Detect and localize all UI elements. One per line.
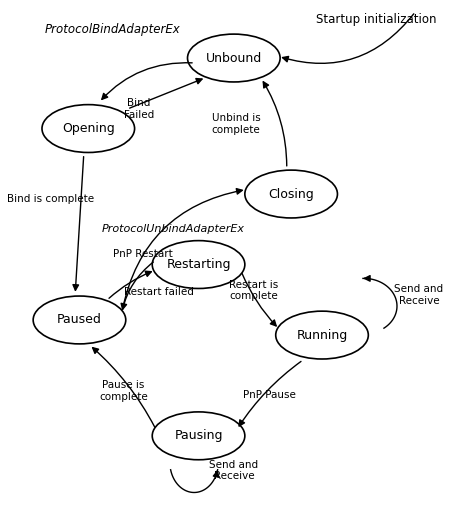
Text: Startup initialization: Startup initialization xyxy=(316,13,436,26)
Text: Restart is
complete: Restart is complete xyxy=(229,280,278,301)
Text: Send and
Receive: Send and Receive xyxy=(209,460,258,481)
Ellipse shape xyxy=(152,412,245,460)
Text: Pausing: Pausing xyxy=(174,429,223,443)
Ellipse shape xyxy=(276,311,369,359)
Text: Bind is complete: Bind is complete xyxy=(7,194,94,204)
Text: Unbind is
complete: Unbind is complete xyxy=(212,114,261,135)
Text: Bind
Failed: Bind Failed xyxy=(124,98,154,120)
Text: ProtocolUnbindAdapterEx: ProtocolUnbindAdapterEx xyxy=(102,224,244,234)
Text: Restarting: Restarting xyxy=(166,258,231,271)
Text: Pause is
complete: Pause is complete xyxy=(99,380,148,402)
Ellipse shape xyxy=(188,34,280,82)
Ellipse shape xyxy=(42,105,135,153)
Text: Send and
Receive: Send and Receive xyxy=(395,284,444,306)
Text: Restart failed: Restart failed xyxy=(124,287,194,297)
Ellipse shape xyxy=(245,170,338,218)
Ellipse shape xyxy=(152,241,245,288)
Text: Closing: Closing xyxy=(268,188,314,200)
Text: Paused: Paused xyxy=(57,314,102,326)
Ellipse shape xyxy=(33,296,126,344)
Text: Unbound: Unbound xyxy=(206,51,262,65)
Text: PnP Pause: PnP Pause xyxy=(243,391,296,400)
Text: Opening: Opening xyxy=(62,122,115,135)
Text: ProtocolBindAdapterEx: ProtocolBindAdapterEx xyxy=(44,23,180,36)
Text: Running: Running xyxy=(297,328,348,342)
Text: PnP Restart: PnP Restart xyxy=(112,249,172,260)
